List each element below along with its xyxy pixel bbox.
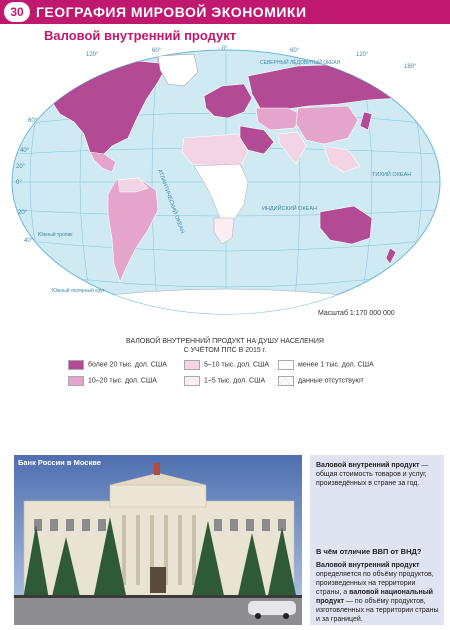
legend-title: ВАЛОВОЙ ВНУТРЕННИЙ ПРОДУКТ НА ДУШУ НАСЕЛ… bbox=[60, 337, 390, 355]
gdp-answer-text-2: — по объёму продуктов, изготовленных на … bbox=[316, 598, 439, 623]
bank-photo: Банк России в Москве bbox=[14, 455, 302, 625]
lon-label-1: 60° bbox=[152, 48, 162, 54]
japan bbox=[359, 111, 373, 131]
lon-label-0: 120° bbox=[86, 52, 99, 58]
legend-item-1-5: 1–5 тыс. дол. США bbox=[184, 376, 265, 386]
legend-swatch-5-10 bbox=[184, 360, 200, 370]
lat-label-2: 20° bbox=[16, 164, 26, 170]
legend-title-line2: С УЧЁТОМ ППС В 2015 г. bbox=[183, 347, 267, 354]
india bbox=[277, 131, 307, 165]
lon-label-3: 60° bbox=[290, 48, 300, 54]
map-scale: Масштаб 1:170 000 000 bbox=[318, 310, 395, 317]
south-america bbox=[107, 177, 159, 283]
world-map-svg: ИНДИЙСКИЙ ОКЕАН ТИХИЙ ОКЕАН АТЛАНТИЧЕСКИ… bbox=[11, 46, 441, 315]
mexico bbox=[89, 151, 117, 173]
gnp-term: валовой национальный продукт bbox=[316, 589, 433, 605]
lat-label-4: 20° bbox=[18, 210, 28, 216]
pacific-ocean-label: ТИХИЙ ОКЕАН bbox=[372, 170, 411, 178]
page-header: 30 ГЕОГРАФИЯ МИРОВОЙ ЭКОНОМИКИ bbox=[0, 0, 450, 24]
lat-label-1: 40° bbox=[20, 148, 30, 154]
bank-building-illustration bbox=[14, 455, 302, 625]
lat-label-0: 60° bbox=[28, 118, 38, 124]
tropic-capricorn-label: Южный тропик bbox=[38, 231, 73, 238]
lon-label-5: 180° bbox=[404, 64, 417, 70]
gdp-term-2: Валовой внутренний продукт bbox=[316, 562, 420, 569]
gdp-definition-text: — общая стоимость товаров и услуг, произ… bbox=[316, 462, 429, 487]
gdp-gni-question: В чём отличие ВВП от ВНД? bbox=[316, 547, 422, 556]
legend-swatch-10-20 bbox=[68, 376, 84, 386]
lat-label-3: 0° bbox=[16, 180, 22, 186]
legend-swatch-under1 bbox=[278, 360, 294, 370]
gdp-gni-answer: Валовой внутренний продукт определяется … bbox=[316, 561, 440, 624]
map-title: Валовой внутренний продукт bbox=[44, 28, 237, 43]
world-map: ИНДИЙСКИЙ ОКЕАН ТИХИЙ ОКЕАН АТЛАНТИЧЕСКИ… bbox=[8, 42, 444, 327]
australia bbox=[319, 205, 373, 245]
central-asia bbox=[255, 107, 305, 131]
legend-item-10-20: 10–20 тыс. дол. США bbox=[68, 376, 157, 386]
gdp-answer-text-1: определяется по объёму продуктов, произв… bbox=[316, 571, 434, 596]
legend-swatch-1-5 bbox=[184, 376, 200, 386]
arctic-ocean-label: СЕВЕРНЫЙ ЛЕДОВИТЫЙ ОКЕАН bbox=[260, 58, 341, 66]
indian-ocean-label: ИНДИЙСКИЙ ОКЕАН bbox=[262, 204, 317, 212]
africa-north bbox=[181, 133, 249, 167]
greenland bbox=[157, 53, 199, 87]
africa-south bbox=[213, 217, 235, 245]
legend-swatch-nodata bbox=[278, 376, 294, 386]
lon-label-4: 120° bbox=[356, 52, 369, 58]
legend-title-line1: ВАЛОВОЙ ВНУТРЕННИЙ ПРОДУКТ НА ДУШУ НАСЕЛ… bbox=[126, 338, 324, 345]
definition-box: Валовой внутренний продукт — общая стоим… bbox=[310, 455, 444, 625]
legend-item-nodata: данные отсутствуют bbox=[278, 376, 364, 386]
lon-label-2: 0° bbox=[222, 46, 228, 52]
gdp-definition: Валовой внутренний продукт — общая стоим… bbox=[316, 461, 440, 488]
new-zealand bbox=[385, 247, 397, 265]
page-number: 30 bbox=[4, 2, 30, 22]
south-america-north bbox=[117, 177, 149, 193]
legend-item-under1: менее 1 тыс. дол. США bbox=[278, 360, 374, 370]
antarctica bbox=[67, 288, 385, 314]
southeast-asia bbox=[323, 145, 361, 173]
legend-item-over20: более 20 тыс. дол. США bbox=[68, 360, 167, 370]
china bbox=[295, 105, 359, 145]
polar-circle-label: Южный полярный круг bbox=[52, 287, 105, 294]
legend-swatch-over20 bbox=[68, 360, 84, 370]
legend-item-5-10: 5–10 тыс. дол. США bbox=[184, 360, 269, 370]
section-title: ГЕОГРАФИЯ МИРОВОЙ ЭКОНОМИКИ bbox=[36, 4, 307, 20]
photo-caption: Банк России в Москве bbox=[18, 458, 101, 467]
europe bbox=[203, 83, 253, 119]
gdp-term: Валовой внутренний продукт bbox=[316, 462, 420, 469]
lat-label-5: 40° bbox=[24, 238, 34, 244]
